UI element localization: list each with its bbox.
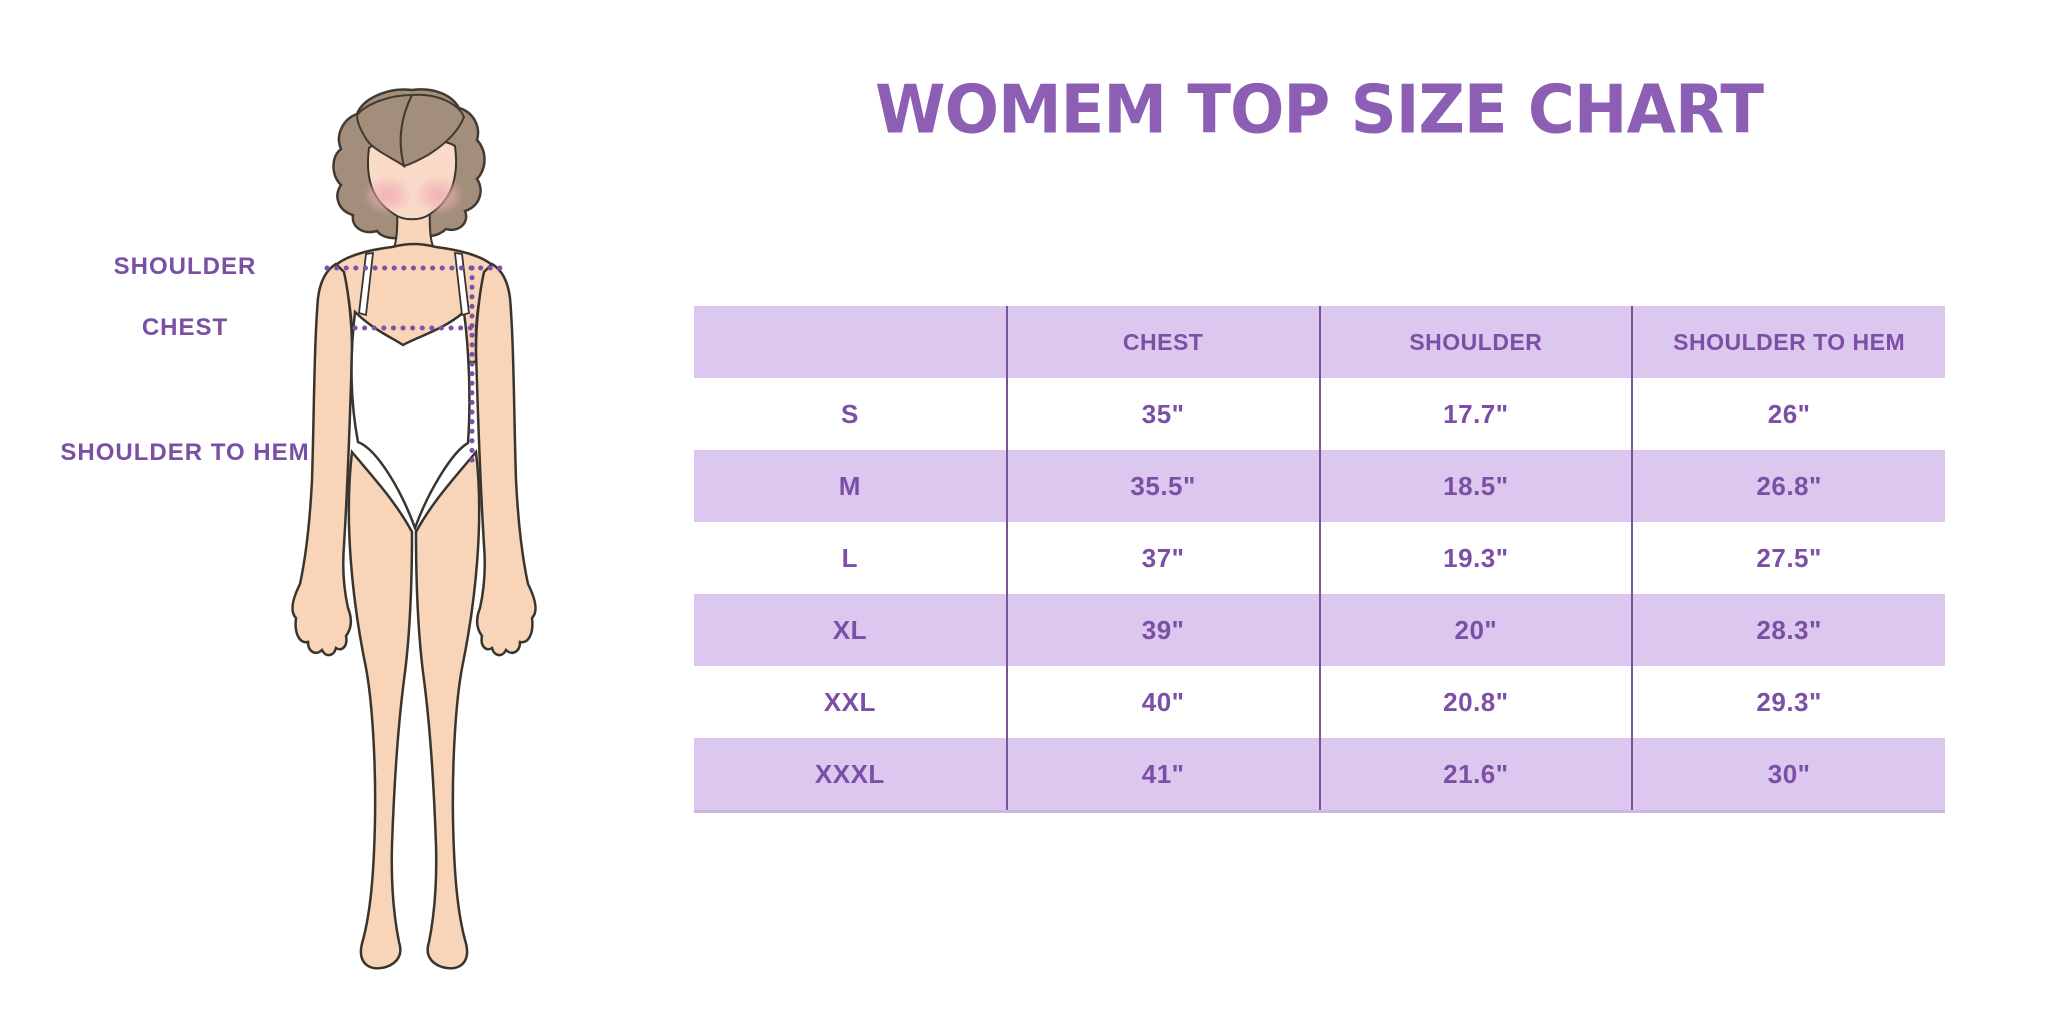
left-leg [347, 448, 414, 970]
shoulder-to-hem-cell: 30" [1631, 738, 1945, 810]
shoulder-cell: 18.5" [1318, 450, 1633, 522]
left-arm [291, 262, 354, 657]
shoulder-cell: 20" [1318, 594, 1633, 666]
right-leg [414, 448, 481, 970]
shoulder-cell: 20.8" [1318, 666, 1633, 738]
chest-cell: 41" [1005, 738, 1320, 810]
size-cell: L [694, 522, 1007, 594]
chest-cell: 39" [1005, 594, 1320, 666]
header-cell-size [694, 306, 1007, 378]
size-table: CHEST SHOULDER SHOULDER TO HEM S 35" 17.… [694, 306, 1945, 810]
chest-cell: 40" [1005, 666, 1320, 738]
shoulder-cell: 17.7" [1318, 378, 1633, 450]
shoulder-cell: 21.6" [1318, 738, 1633, 810]
header-cell-shoulder-to-hem: SHOULDER TO HEM [1631, 306, 1945, 378]
blush-left [364, 176, 412, 214]
measure-label-shoulder-to-hem: SHOULDER TO HEM [60, 439, 310, 466]
size-cell: XXXL [694, 738, 1007, 810]
shoulder-to-hem-cell: 26.8" [1631, 450, 1945, 522]
chest-cell: 35" [1005, 378, 1320, 450]
table-row-s: S 35" 17.7" 26" [694, 378, 1945, 450]
table-row-xxxl: XXXL 41" 21.6" 30" [694, 738, 1945, 810]
right-arm [474, 262, 537, 657]
chest-cell: 35.5" [1005, 450, 1320, 522]
table-row-xxl: XXL 40" 20.8" 29.3" [694, 666, 1945, 738]
size-cell: XL [694, 594, 1007, 666]
table-row-l: L 37" 19.3" 27.5" [694, 522, 1945, 594]
bodysuit [350, 309, 471, 532]
shoulder-to-hem-cell: 26" [1631, 378, 1945, 450]
header-cell-chest: CHEST [1005, 306, 1320, 378]
chest-cell: 37" [1005, 522, 1320, 594]
measure-label-chest: CHEST [141, 314, 229, 341]
table-row-xl: XL 39" 20" 28.3" [694, 594, 1945, 666]
size-cell: M [694, 450, 1007, 522]
measure-label-shoulder: SHOULDER [113, 253, 257, 280]
blush-right [414, 176, 462, 214]
size-cell: S [694, 378, 1007, 450]
size-cell: XXL [694, 666, 1007, 738]
hair-bangs-right [399, 93, 466, 168]
bodysuit-strap-right [453, 251, 470, 317]
table-header-row: CHEST SHOULDER SHOULDER TO HEM [694, 306, 1945, 378]
table-row-m: M 35.5" 18.5" 26.8" [694, 450, 1945, 522]
header-cell-shoulder: SHOULDER [1318, 306, 1633, 378]
bodysuit-strap-left [358, 251, 375, 317]
page-title: WOMEM TOP SIZE CHART [874, 72, 1764, 149]
shoulder-to-hem-cell: 27.5" [1631, 522, 1945, 594]
measurement-guides [324, 265, 503, 468]
shoulder-cell: 19.3" [1318, 522, 1633, 594]
size-table-container: CHEST SHOULDER SHOULDER TO HEM S 35" 17.… [694, 306, 1945, 813]
shoulder-to-hem-cell: 28.3" [1631, 594, 1945, 666]
shoulder-to-hem-cell: 29.3" [1631, 666, 1945, 738]
